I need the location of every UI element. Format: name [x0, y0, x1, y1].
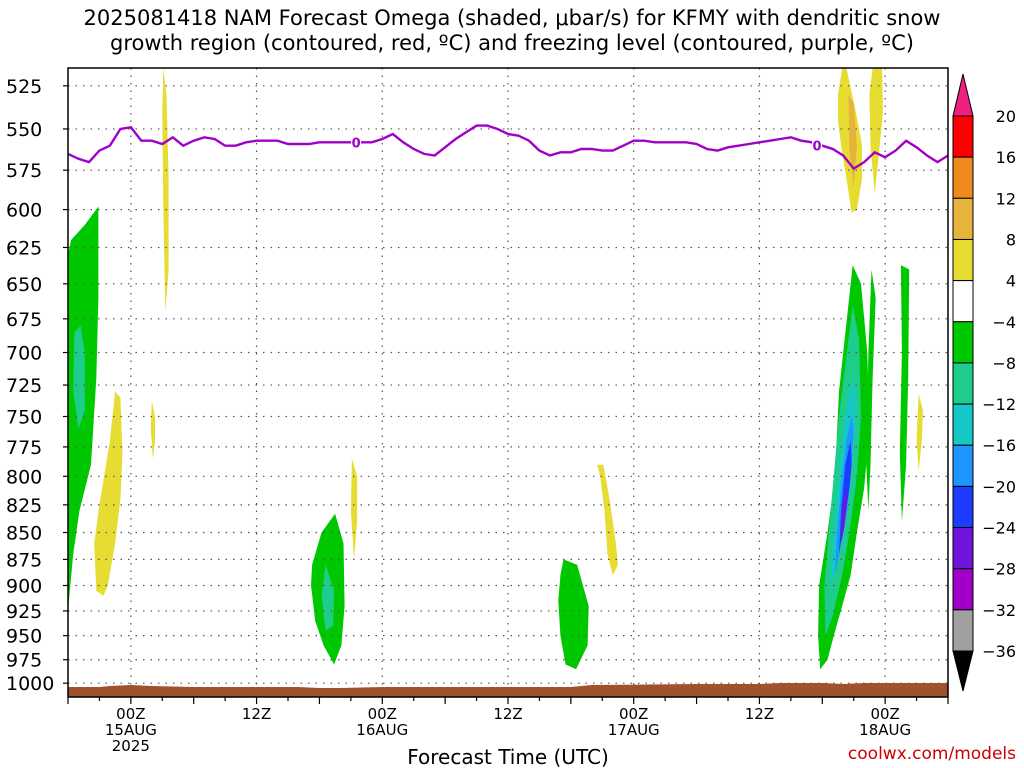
omega-region-2 — [73, 325, 85, 429]
y-tick-label-775: 775 — [6, 437, 42, 459]
y-tick-label-850: 850 — [6, 523, 42, 545]
colorbar-label-14: −36 — [982, 642, 1016, 661]
y-tick-label-800: 800 — [6, 466, 42, 488]
y-tick-label-900: 900 — [6, 576, 42, 598]
omega-region-19 — [916, 394, 923, 471]
y-tick-label-950: 950 — [6, 626, 42, 648]
omega-region-22 — [869, 68, 883, 194]
freezing-level-label-2: 0 — [813, 140, 822, 155]
x-tick-label-66-1: 12Z — [745, 705, 774, 723]
colorbar-label-5: 4 — [1006, 272, 1016, 291]
colorbar-label-2: 16 — [996, 148, 1016, 167]
freezing-level-label-1: 0 — [352, 136, 361, 151]
omega-region-21 — [848, 94, 857, 187]
freezing-label-bg-1 — [351, 134, 362, 149]
colorbar-bin-11 — [952, 527, 974, 570]
omega-region-7 — [321, 564, 335, 631]
x-tick-label-6-2: 15AUG — [105, 721, 157, 739]
colorbar-bin-7 — [952, 362, 974, 405]
x-axis-title: Forecast Time (UTC) — [407, 745, 609, 768]
colorbar-bin-9 — [952, 444, 974, 487]
colorbar-bin-4 — [952, 238, 974, 282]
y-tick-label-825: 825 — [6, 495, 42, 517]
colorbar-label-3: 12 — [996, 189, 1016, 208]
x-tick-label-18-1: 12Z — [242, 705, 271, 723]
y-axis: 525 550 575 600 625 650 675 700 725 750 775 800 825 8… — [6, 76, 68, 695]
y-tick-label-625: 625 — [6, 237, 42, 259]
ground-surface — [68, 683, 948, 697]
omega-region-9 — [558, 559, 589, 670]
y-tick-label-975: 975 — [6, 650, 42, 672]
y-tick-label-675: 675 — [6, 309, 42, 331]
colorbar-label-10: −20 — [982, 477, 1016, 496]
terrain — [68, 683, 948, 697]
colorbar-bin-3 — [952, 197, 974, 240]
x-tick-label-42-1: 12Z — [493, 705, 522, 723]
colorbar-bin-6 — [952, 321, 974, 364]
y-tick-label-925: 925 — [6, 601, 42, 623]
colorbar-label-1: 20 — [996, 107, 1016, 126]
freezing-level-line — [67, 124, 949, 171]
x-tick-label-54-2: 17AUG — [608, 721, 660, 739]
colorbar-label-11: −24 — [982, 519, 1016, 538]
omega-region-4 — [162, 68, 169, 312]
colorbar-label-8: −12 — [982, 395, 1016, 414]
colorbar-label-12: −28 — [982, 560, 1016, 579]
omega-region-3 — [94, 391, 123, 596]
x-tick-label-78-1: 00Z — [870, 705, 899, 723]
x-tick-label-30-1: 00Z — [368, 705, 397, 723]
y-tick-label-525: 525 — [6, 76, 42, 98]
freezing-label-bg-2 — [812, 137, 823, 152]
colorbar-label-9: −16 — [982, 436, 1016, 455]
y-tick-label-725: 725 — [6, 375, 42, 397]
colorbar-bin-5 — [952, 280, 974, 323]
omega-region-8 — [350, 458, 358, 560]
colorbar-bin-8 — [952, 403, 974, 446]
colorbar-top-arrow — [952, 73, 974, 117]
omega-region-10 — [597, 464, 618, 576]
y-tick-label-1000: 1000 — [6, 673, 54, 695]
plot-area — [68, 68, 948, 697]
colorbar-bottom-arrow — [952, 650, 974, 692]
colorbar-bin-10 — [952, 485, 974, 529]
y-tick-label-575: 575 — [6, 160, 42, 182]
colorbar-label-6: −4 — [992, 313, 1016, 332]
y-tick-label-600: 600 — [6, 200, 42, 222]
chart-title: 2025081418 NAM Forecast Omega (shaded, μ… — [0, 6, 1024, 56]
y-tick-label-700: 700 — [6, 343, 42, 365]
omega-region-18 — [899, 265, 910, 522]
x-tick-label-6-3: 2025 — [112, 737, 150, 755]
x-tick-label-78-2: 18AUG — [859, 721, 911, 739]
x-tick-label-6-1: 00Z — [116, 705, 145, 723]
x-tick-label-30-2: 16AUG — [356, 721, 408, 739]
colorbar-label-4: 8 — [1006, 230, 1016, 249]
site-credit: coolwx.com/models — [847, 744, 1016, 764]
omega-region-5 — [150, 401, 155, 459]
omega-region-17 — [866, 269, 876, 511]
colorbar-bin-2 — [952, 156, 974, 199]
colorbar: 20 16 12 8 4 −4 −8 −12 −16 −20 −24 −28 −32 −36 — [952, 73, 1016, 692]
x-tick-label-54-1: 00Z — [619, 705, 648, 723]
title-line-1: 2025081418 NAM Forecast Omega (shaded, μ… — [83, 6, 941, 30]
colorbar-label-13: −32 — [982, 601, 1016, 620]
omega-regions — [68, 68, 923, 670]
colorbar-bin-12 — [952, 568, 974, 611]
omega-region-16 — [841, 487, 848, 544]
title-line-2: growth region (contoured, red, ºC) and f… — [110, 31, 914, 55]
y-tick-label-550: 550 — [6, 119, 42, 141]
y-tick-label-750: 750 — [6, 406, 42, 428]
colorbar-label-7: −8 — [992, 354, 1016, 373]
colorbar-bin-1 — [952, 115, 974, 158]
y-tick-label-650: 650 — [6, 274, 42, 296]
y-tick-label-875: 875 — [6, 549, 42, 571]
colorbar-bin-13 — [952, 609, 974, 652]
